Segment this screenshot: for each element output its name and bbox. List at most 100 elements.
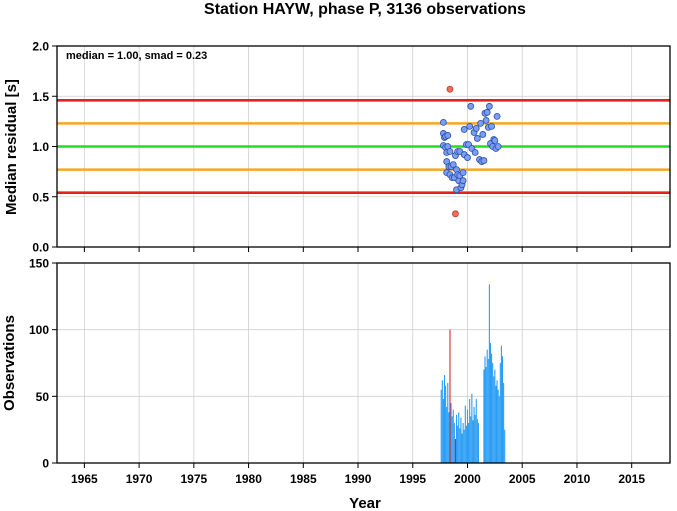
observation-bar bbox=[496, 380, 498, 463]
observation-bar bbox=[474, 415, 476, 463]
x-tick-label: 1985 bbox=[290, 472, 317, 486]
observation-bar bbox=[459, 428, 461, 463]
observation-bar bbox=[504, 429, 506, 463]
data-point bbox=[459, 177, 467, 185]
x-tick-label: 1980 bbox=[235, 472, 262, 486]
y-tick-label: 150 bbox=[29, 257, 49, 271]
observation-bar bbox=[491, 353, 493, 463]
observation-bar bbox=[470, 416, 472, 463]
observation-bar bbox=[473, 407, 475, 463]
data-point bbox=[491, 137, 499, 144]
data-point bbox=[493, 112, 501, 120]
observation-bar bbox=[489, 343, 492, 463]
data-point bbox=[488, 123, 495, 130]
observation-bar bbox=[463, 429, 465, 463]
observation-bar bbox=[458, 412, 460, 463]
observation-bar bbox=[441, 380, 443, 463]
residual-panel: 0.0 0.5 1.0 1.5 2.0 median = 1.00, smad = 0.… bbox=[3, 40, 671, 255]
observation-bar bbox=[492, 363, 494, 463]
data-point bbox=[460, 126, 468, 133]
observation-bar bbox=[487, 359, 489, 463]
observation-bar bbox=[503, 383, 505, 463]
y-tick-label: 50 bbox=[36, 390, 50, 404]
observation-bar bbox=[448, 412, 450, 463]
observation-bar bbox=[453, 423, 455, 463]
y-tick-label: 1.5 bbox=[32, 90, 49, 104]
data-point bbox=[472, 125, 480, 132]
data-point bbox=[494, 143, 502, 150]
observation-bar bbox=[472, 420, 474, 463]
data-point bbox=[449, 161, 457, 168]
data-point bbox=[467, 102, 475, 110]
residual-annotation: median = 1.00, smad = 0.23 bbox=[66, 50, 207, 62]
observation-bar bbox=[446, 407, 448, 463]
x-axis-label: Year bbox=[349, 495, 381, 511]
x-tick-label: 1990 bbox=[345, 472, 372, 486]
data-point bbox=[444, 132, 452, 139]
observation-bar bbox=[447, 383, 449, 463]
observation-bar bbox=[465, 425, 467, 463]
observation-bar bbox=[445, 385, 447, 463]
observation-bar bbox=[475, 399, 477, 463]
x-tick-label: 2010 bbox=[564, 472, 591, 486]
y-tick-label: 0.5 bbox=[32, 190, 49, 204]
observation-bar bbox=[477, 423, 479, 463]
observation-bar-highlight bbox=[454, 439, 456, 463]
observation-bar bbox=[452, 409, 454, 463]
y-tick-label: 2.0 bbox=[32, 40, 49, 54]
data-point bbox=[482, 116, 490, 124]
y-tick-label: 1.0 bbox=[32, 140, 49, 154]
x-tick-label: 1995 bbox=[399, 472, 426, 486]
data-point bbox=[473, 135, 481, 142]
observation-bar bbox=[461, 433, 463, 463]
observation-bar bbox=[500, 345, 502, 463]
x-tick-label: 1970 bbox=[126, 472, 153, 486]
x-tick-label: 2000 bbox=[454, 472, 481, 486]
observation-bar bbox=[483, 369, 485, 463]
data-point bbox=[483, 108, 491, 116]
observation-bar bbox=[443, 375, 446, 463]
observation-bar bbox=[455, 415, 458, 463]
chart-title: Station HAYW, phase P, 3136 observations bbox=[204, 1, 526, 18]
data-point bbox=[479, 131, 487, 138]
y-tick-label: 0.0 bbox=[32, 241, 49, 255]
data-point bbox=[459, 169, 467, 177]
observation-bar bbox=[498, 396, 500, 463]
observation-bar bbox=[471, 393, 473, 463]
data-point bbox=[477, 119, 485, 127]
x-tick-label: 1965 bbox=[71, 472, 98, 486]
data-point bbox=[480, 157, 488, 164]
observation-bar bbox=[464, 405, 466, 463]
observation-bar bbox=[486, 349, 488, 463]
observations-plot-frame bbox=[56, 262, 671, 464]
residual-y-axis-label: Median residual [s] bbox=[3, 79, 20, 215]
observation-bar bbox=[493, 376, 495, 463]
y-tick-label: 100 bbox=[29, 323, 49, 337]
observation-bar bbox=[440, 389, 442, 463]
observations-y-axis-label: Observations bbox=[1, 315, 18, 411]
observation-bar bbox=[476, 419, 478, 463]
observation-bar bbox=[494, 369, 496, 463]
data-point bbox=[466, 123, 474, 130]
observation-bar bbox=[501, 356, 504, 463]
observation-bar bbox=[466, 409, 469, 463]
observation-bar bbox=[450, 403, 452, 463]
observation-bar bbox=[497, 389, 499, 463]
observation-bar bbox=[485, 367, 487, 463]
observation-bar bbox=[462, 423, 464, 463]
observation-bar bbox=[488, 284, 490, 463]
observations-panel: 0 50 100 150 1965 1970 1975 1980 1985 1990 1995 200… bbox=[1, 257, 671, 511]
observation-bar bbox=[469, 399, 471, 463]
observation-bar bbox=[460, 417, 462, 463]
x-tick-label: 1975 bbox=[180, 472, 207, 486]
observation-bar-highlight bbox=[449, 329, 451, 463]
observation-bar bbox=[468, 423, 470, 463]
observation-bar bbox=[442, 399, 444, 463]
observation-bar bbox=[457, 425, 459, 463]
x-tick-label: 2015 bbox=[618, 472, 645, 486]
data-point bbox=[440, 118, 447, 126]
observation-bar bbox=[451, 416, 453, 463]
observation-bar bbox=[484, 356, 486, 463]
observation-bar bbox=[499, 363, 501, 463]
